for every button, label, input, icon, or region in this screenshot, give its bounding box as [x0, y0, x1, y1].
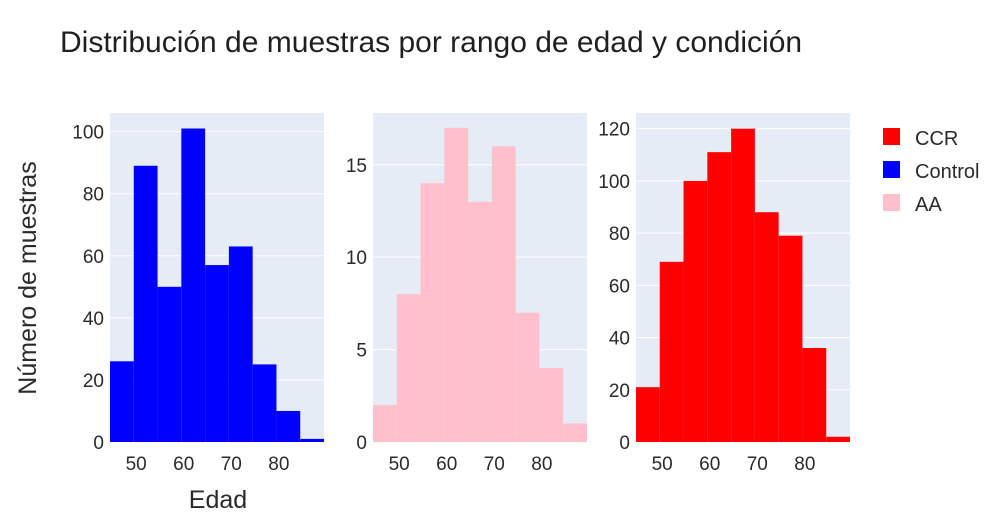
y-tick-label: 60: [83, 247, 104, 268]
x-tick-label: 80: [794, 454, 815, 475]
legend-item-ccr[interactable]: CCR: [883, 128, 958, 150]
histogram-bar: [731, 128, 755, 442]
x-tick-label: 60: [699, 454, 720, 475]
chart-title: Distribución de muestras por rango de ed…: [60, 26, 802, 59]
y-axis-title: Número de muestras: [14, 161, 42, 394]
histogram-bar: [300, 438, 324, 442]
histogram-bar: [491, 146, 516, 443]
x-axis-title: Edad: [189, 486, 247, 512]
histogram-bar: [683, 180, 708, 442]
y-tick-label: 80: [83, 185, 104, 206]
histogram-bar: [539, 368, 564, 442]
y-tick-label: 40: [609, 329, 630, 350]
histogram-bar: [563, 423, 587, 442]
x-tick-label: 70: [484, 454, 505, 475]
histogram-bar: [205, 265, 229, 442]
histogram-bar: [778, 235, 803, 442]
y-tick-label: 10: [346, 248, 367, 269]
x-tick-label: 70: [221, 454, 242, 475]
histogram-bar: [515, 312, 540, 442]
y-tick-label: 40: [83, 309, 104, 330]
histogram-bar: [802, 348, 827, 442]
histogram-bar: [754, 212, 779, 442]
x-tick-label: 50: [126, 454, 147, 475]
histogram-bar: [420, 183, 445, 442]
y-tick-label: 0: [356, 433, 367, 454]
histogram-bar: [659, 261, 684, 442]
x-tick-label: 80: [268, 454, 289, 475]
histogram-bar: [133, 165, 158, 442]
histogram-bar: [444, 127, 469, 443]
legend-label: CCR: [915, 128, 958, 150]
histogram-bar: [252, 364, 277, 442]
histogram-bar: [276, 410, 301, 442]
histogram-bar: [373, 405, 397, 442]
panel-control: 0 20 40 60 80 100 50 60 70 80: [72, 113, 324, 475]
legend-swatch: [883, 194, 900, 211]
y-tick-label: 20: [83, 371, 104, 392]
x-tick-label: 60: [436, 454, 457, 475]
x-tick-label: 60: [173, 454, 194, 475]
legend-label: Control: [915, 161, 979, 183]
histogram-bar: [468, 201, 492, 442]
y-tick-label: 120: [598, 120, 630, 141]
legend: CCR Control AA: [883, 128, 979, 216]
x-tick-label: 50: [389, 454, 410, 475]
histogram-panels: 0 20 40 60 80 100 50 60 70 80 0 5 10 15 50 60 70 80 0 20 40 6…: [72, 113, 850, 475]
histogram-bar: [636, 387, 660, 442]
histogram-bar: [707, 152, 732, 442]
panel-ccr: 0 20 40 60 80 100 120 50 60 70 80: [598, 113, 850, 475]
histogram-bar: [396, 294, 421, 442]
y-tick-label: 100: [72, 123, 104, 144]
x-tick-label: 70: [747, 454, 768, 475]
legend-swatch: [883, 128, 900, 145]
y-tick-label: 20: [609, 381, 630, 402]
histogram-bar: [826, 436, 850, 442]
x-tick-label: 50: [652, 454, 673, 475]
y-tick-label: 15: [346, 156, 367, 177]
legend-item-control[interactable]: Control: [883, 161, 979, 183]
legend-swatch: [883, 161, 900, 178]
y-tick-label: 0: [93, 433, 104, 454]
x-tick-label: 80: [531, 454, 552, 475]
y-tick-label: 100: [598, 172, 630, 193]
histogram-bar: [157, 286, 182, 442]
y-tick-label: 80: [609, 224, 630, 245]
y-tick-label: 5: [356, 341, 367, 362]
legend-label: AA: [915, 194, 942, 216]
histogram-bar: [228, 246, 253, 442]
y-tick-label: 60: [609, 276, 630, 297]
legend-item-aa[interactable]: AA: [883, 194, 942, 216]
histogram-bar: [181, 128, 206, 443]
y-tick-label: 0: [619, 433, 630, 454]
histogram-bar: [110, 361, 134, 442]
panel-aa: 0 5 10 15 50 60 70 80: [346, 113, 587, 475]
